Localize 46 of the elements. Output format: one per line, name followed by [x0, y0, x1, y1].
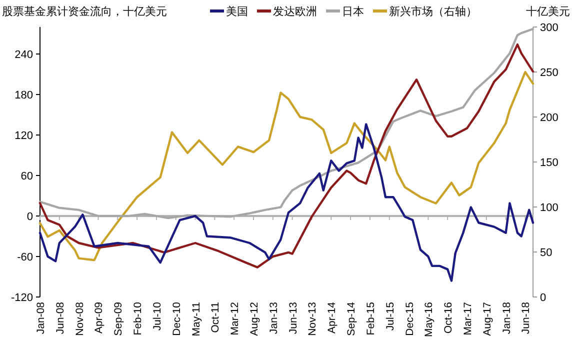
x-tick-label: Feb-15: [364, 302, 377, 336]
x-tick-label: Mar-17: [462, 302, 474, 336]
x-tick-label: Aug-12: [248, 302, 261, 336]
x-tick-label: Mar-12: [229, 302, 242, 336]
y-tick-label: -120: [10, 292, 33, 304]
x-tick-label: May-11: [190, 302, 202, 336]
x-tick-label: Nov-13: [306, 302, 319, 336]
x-tick-label: Feb-10: [132, 302, 144, 336]
x-tick-label: Apr-14: [326, 302, 338, 334]
y-tick-label: 240: [14, 49, 33, 61]
y-tick-label: 0: [26, 211, 33, 223]
x-tick-label: Apr-09: [93, 302, 106, 334]
y2-tick-label: 0: [540, 292, 546, 304]
y2-tick-label: 100: [540, 202, 558, 214]
x-tick-label: Jun-13: [287, 302, 300, 334]
y-tick-label: 180: [14, 90, 33, 102]
x-tick-label: Dec-15: [404, 302, 416, 336]
legend-label: 发达欧洲: [273, 5, 317, 18]
x-tick-label: Oct-11: [210, 302, 222, 333]
x-tick-label: Jul-10: [151, 302, 164, 331]
y-tick-label: 120: [14, 130, 33, 142]
y2-tick-label: 50: [540, 247, 552, 259]
x-tick-label: Nov-08: [74, 302, 86, 336]
y2-tick-label: 150: [540, 157, 558, 169]
legend-label: 美国: [226, 5, 248, 18]
x-tick-label: Jan-18: [500, 302, 513, 334]
y2label: 十亿美元: [526, 6, 570, 18]
title: 股票基金累计资金流向，十亿美元: [2, 6, 167, 18]
x-tick-label: Oct-16: [442, 302, 455, 334]
x-tick-label: Jan-13: [268, 302, 280, 334]
legend-label: 新兴市场（右轴）: [389, 5, 477, 18]
x-tick-label: Sep-14: [346, 302, 358, 336]
x-tick-label: Aug-17: [481, 302, 494, 336]
y-tick-label: 60: [20, 170, 33, 182]
x-tick-label: Jun-08: [54, 302, 66, 334]
y2-tick-label: 300: [540, 22, 558, 34]
x-tick-label: Jan-08: [35, 302, 47, 334]
y2-tick-label: 250: [540, 67, 558, 79]
y2-tick-label: 200: [540, 112, 558, 124]
y-tick-label: -60: [17, 252, 33, 264]
x-tick-label: Jul-15: [384, 302, 396, 331]
x-tick-label: Sep-09: [112, 302, 125, 336]
x-tick-label: Dec-10: [170, 302, 183, 336]
x-tick-label: May-16: [423, 302, 436, 338]
x-tick-label: Jun-18: [520, 302, 532, 334]
legend-label: 日本: [342, 5, 364, 18]
